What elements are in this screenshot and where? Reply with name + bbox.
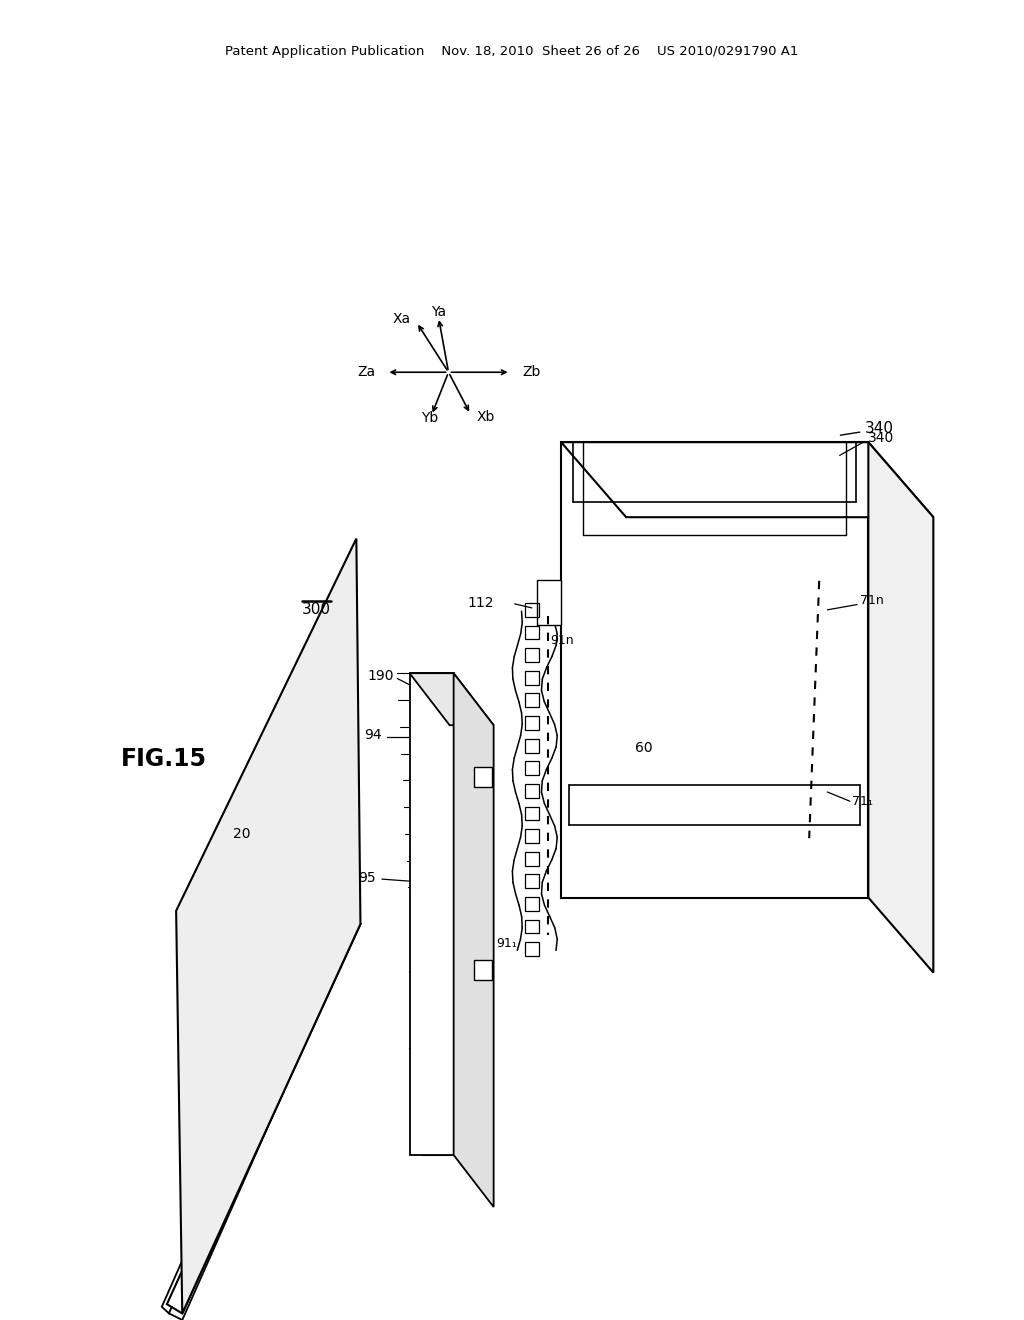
Bar (525, 807, 540, 821)
Bar (525, 693, 540, 708)
Polygon shape (410, 673, 494, 725)
Bar (525, 762, 540, 775)
Polygon shape (410, 673, 454, 1155)
Polygon shape (454, 673, 494, 1206)
Text: 112: 112 (467, 597, 494, 610)
Polygon shape (162, 908, 346, 1313)
Bar (525, 874, 540, 888)
Bar (525, 626, 540, 639)
Polygon shape (561, 442, 933, 517)
Bar (525, 942, 540, 956)
Polygon shape (537, 579, 561, 624)
Bar (525, 851, 540, 866)
Text: 300: 300 (302, 602, 331, 618)
Polygon shape (169, 917, 360, 1320)
Text: 340: 340 (841, 421, 894, 437)
Bar (525, 898, 540, 911)
Polygon shape (167, 917, 360, 1313)
Polygon shape (474, 960, 492, 979)
Polygon shape (176, 539, 360, 1313)
Bar (525, 920, 540, 933)
Text: Ya: Ya (431, 305, 446, 319)
Bar (525, 715, 540, 730)
Bar (525, 829, 540, 843)
Text: Za: Za (357, 366, 376, 379)
Text: 71n: 71n (860, 594, 884, 607)
Polygon shape (868, 442, 933, 973)
Text: Zb: Zb (522, 366, 541, 379)
Text: 91₁: 91₁ (497, 937, 517, 950)
Text: 91n: 91n (550, 634, 573, 647)
Polygon shape (474, 767, 492, 787)
Text: 71₁: 71₁ (852, 795, 872, 808)
Text: FIG.15: FIG.15 (121, 747, 207, 771)
Text: 190: 190 (368, 669, 394, 682)
Text: 340: 340 (868, 432, 895, 445)
Bar (525, 648, 540, 663)
Text: 20: 20 (233, 828, 251, 841)
Text: 94: 94 (365, 729, 382, 742)
Text: Xb: Xb (476, 411, 495, 424)
Bar (525, 671, 540, 685)
Text: Patent Application Publication    Nov. 18, 2010  Sheet 26 of 26    US 2010/02917: Patent Application Publication Nov. 18, … (225, 45, 799, 58)
Bar (525, 784, 540, 797)
Text: 95: 95 (358, 871, 376, 884)
Text: Xa: Xa (392, 313, 411, 326)
Text: 60: 60 (635, 742, 652, 755)
Text: Yb: Yb (421, 412, 438, 425)
Polygon shape (561, 442, 868, 898)
Bar (525, 739, 540, 752)
Bar (525, 603, 540, 616)
